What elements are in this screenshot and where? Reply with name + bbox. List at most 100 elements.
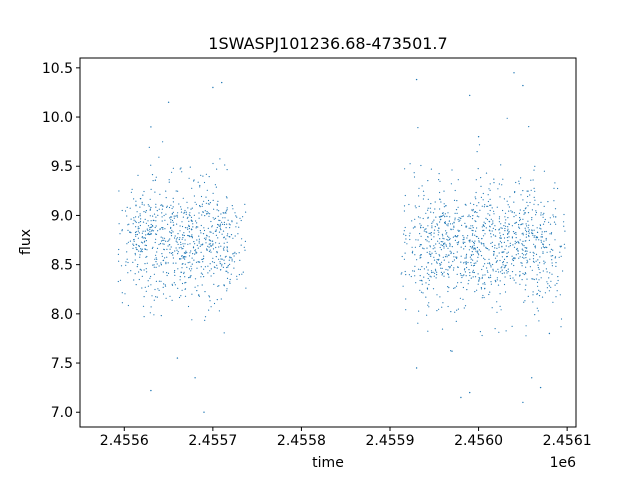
data-point (457, 179, 459, 181)
data-point (478, 202, 480, 204)
data-point (446, 215, 448, 217)
data-point (219, 255, 222, 257)
data-point (159, 193, 161, 195)
data-point (510, 210, 512, 212)
data-point (139, 254, 141, 256)
data-point (487, 213, 489, 215)
data-point (456, 242, 458, 244)
data-point (177, 251, 179, 253)
data-point (223, 237, 225, 239)
data-point (231, 220, 233, 222)
data-point (188, 235, 190, 237)
data-point (193, 179, 195, 181)
data-point (543, 212, 545, 214)
data-point (202, 211, 204, 213)
data-point (504, 216, 506, 218)
data-point (499, 240, 501, 242)
data-point (141, 287, 143, 289)
data-point (411, 220, 413, 222)
data-point (158, 208, 160, 210)
data-point (419, 257, 421, 259)
data-point (440, 241, 442, 243)
data-point (405, 298, 407, 300)
data-point (138, 278, 140, 281)
data-point (119, 233, 121, 235)
data-point (419, 233, 421, 235)
data-point (165, 240, 167, 242)
axes-frame (79, 57, 577, 428)
data-point (184, 295, 187, 297)
data-point (141, 201, 143, 203)
data-point (432, 212, 435, 214)
data-point (534, 165, 536, 167)
data-point (189, 276, 191, 279)
data-point (164, 257, 166, 259)
data-point (187, 262, 189, 264)
data-point (477, 252, 479, 254)
data-point (452, 269, 455, 271)
data-point (483, 296, 485, 299)
data-point (436, 224, 439, 226)
data-point (507, 268, 509, 270)
data-point (149, 233, 151, 236)
data-point (469, 246, 471, 248)
data-point (191, 236, 193, 238)
data-point (410, 275, 412, 278)
data-point (202, 175, 204, 177)
data-point (438, 258, 440, 260)
data-point (226, 246, 228, 248)
data-point (454, 189, 456, 192)
data-point (138, 250, 140, 252)
data-point (190, 270, 192, 272)
data-point (474, 211, 476, 213)
data-point (506, 117, 508, 119)
data-point (183, 256, 185, 258)
data-point (478, 241, 480, 243)
data-point (450, 251, 452, 253)
data-point (205, 202, 207, 204)
data-point (449, 242, 451, 244)
data-point (502, 261, 505, 263)
data-point (165, 213, 167, 215)
data-point (190, 208, 192, 210)
data-point (177, 233, 179, 235)
data-point (498, 331, 500, 333)
data-point (202, 261, 204, 263)
data-point (221, 221, 223, 223)
data-point (134, 254, 136, 256)
data-point (155, 238, 157, 240)
data-point (448, 239, 450, 241)
data-point (181, 248, 183, 250)
data-point (509, 277, 511, 279)
data-point (449, 223, 452, 225)
data-point (520, 177, 522, 179)
data-point (170, 221, 172, 223)
data-point (212, 192, 214, 194)
x-axis-label: time (312, 455, 344, 471)
data-point (505, 270, 507, 272)
data-point (121, 209, 123, 212)
data-point (450, 228, 452, 230)
data-point (483, 221, 485, 223)
data-point (218, 285, 220, 287)
data-point (135, 231, 137, 233)
data-point (216, 226, 218, 229)
data-point (460, 261, 462, 263)
data-point (228, 259, 230, 261)
data-point (487, 205, 489, 207)
data-point (475, 230, 477, 232)
data-point (220, 229, 222, 231)
data-point (173, 237, 176, 239)
data-point (447, 286, 449, 288)
data-point (180, 271, 183, 273)
data-point (479, 209, 481, 211)
data-point (502, 178, 504, 180)
data-point (138, 222, 140, 224)
data-point (222, 230, 225, 232)
data-point (458, 217, 460, 219)
data-point (469, 216, 471, 218)
data-point (506, 200, 508, 202)
data-point (227, 233, 229, 235)
data-point (532, 258, 535, 260)
data-point (137, 174, 139, 176)
